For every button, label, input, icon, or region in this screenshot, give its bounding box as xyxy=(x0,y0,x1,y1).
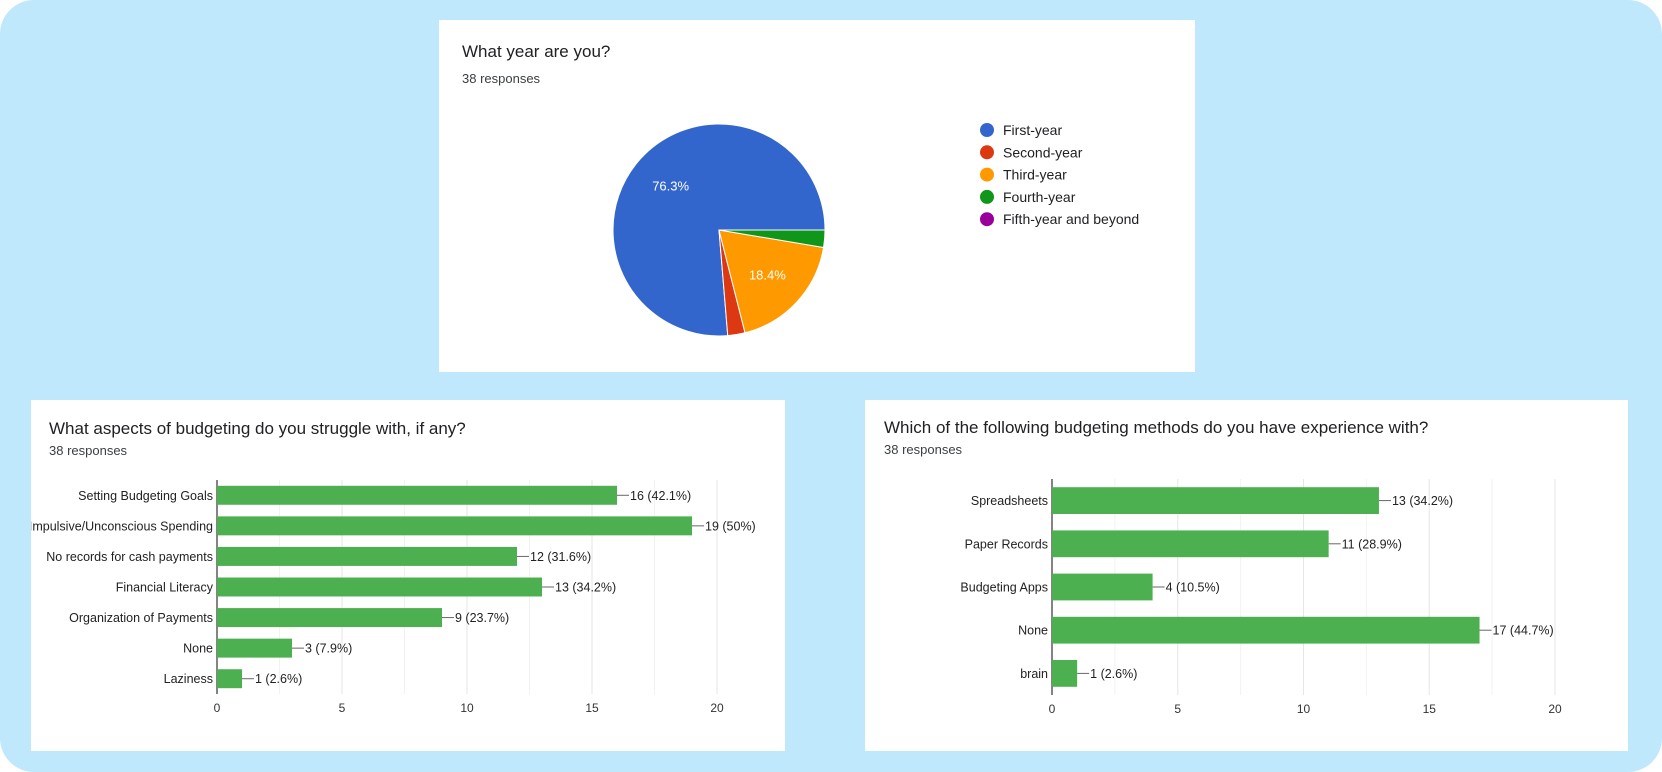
struggle-bar-chart: 0 5 10 15 20 Setting Budgeting Goals 16 (42.1%… xyxy=(31,480,756,715)
x-tick-label: 15 xyxy=(585,701,599,715)
x-tick-label: 5 xyxy=(339,701,346,715)
bar xyxy=(1052,660,1078,687)
legend-label: Fourth-year xyxy=(1003,189,1076,205)
data-label: 1 (2.6%) xyxy=(1090,667,1137,681)
category-label: No records for cash payments xyxy=(46,550,213,564)
pie-chart-card: What year are you? 38 responses 76.3% 18.… xyxy=(439,20,1195,372)
category-label: brain xyxy=(1020,667,1048,681)
category-label: Laziness xyxy=(164,672,213,686)
pie-slice-label: 76.3% xyxy=(652,178,689,193)
data-label: 9 (23.7%) xyxy=(455,611,509,625)
category-label: None xyxy=(1018,624,1048,638)
bar xyxy=(217,577,542,597)
category-label: None xyxy=(183,642,213,656)
bar xyxy=(217,516,692,536)
bar xyxy=(1052,616,1480,644)
struggle-chart-title: What aspects of budgeting do you struggl… xyxy=(49,419,466,438)
data-label: 19 (50%) xyxy=(705,519,756,533)
struggle-chart-responses: 38 responses xyxy=(49,443,128,458)
x-tick-label: 5 xyxy=(1174,702,1181,716)
bar xyxy=(1052,530,1329,558)
category-label: Organization of Payments xyxy=(69,611,213,625)
struggle-chart-card: What aspects of budgeting do you struggl… xyxy=(31,400,785,751)
legend-marker xyxy=(980,145,994,160)
legend-marker xyxy=(980,189,994,204)
category-label: Spreadsheets xyxy=(971,494,1048,508)
data-label: 4 (10.5%) xyxy=(1166,581,1220,595)
methods-chart-responses: 38 responses xyxy=(884,442,963,457)
data-label: 11 (28.9%) xyxy=(1342,537,1402,551)
data-label: 16 (42.1%) xyxy=(630,489,691,503)
bar xyxy=(1052,487,1379,514)
methods-chart-title: Which of the following budgeting methods… xyxy=(884,418,1429,437)
data-label: 13 (34.2%) xyxy=(555,581,616,595)
bar xyxy=(217,608,442,628)
pie-slice-label: 18.4% xyxy=(749,268,786,283)
pie-slice-fourth-year xyxy=(718,229,826,249)
x-tick-label: 0 xyxy=(214,701,221,715)
legend-label: Third-year xyxy=(1003,167,1067,183)
x-tick-label: 20 xyxy=(1548,702,1562,716)
x-tick-label: 20 xyxy=(710,701,724,715)
legend-label: First-year xyxy=(1003,122,1062,138)
category-label: Budgeting Apps xyxy=(960,581,1048,595)
category-label: Setting Budgeting Goals xyxy=(78,489,213,503)
bar xyxy=(1052,573,1153,601)
x-tick-label: 15 xyxy=(1423,702,1437,716)
bar xyxy=(217,669,242,689)
category-label: Paper Records xyxy=(965,537,1048,551)
pie-chart-responses: 38 responses xyxy=(462,71,541,86)
pie-chart-title: What year are you? xyxy=(462,42,611,61)
bar xyxy=(217,546,517,566)
data-label: 3 (7.9%) xyxy=(305,642,352,656)
methods-bar-chart: 0 5 10 15 20 Spreadsheets 13 (34.2%) Paper Reco… xyxy=(960,479,1562,716)
legend-marker xyxy=(980,123,994,137)
category-label: Impulsive/Unconscious Spending xyxy=(31,519,213,533)
methods-chart-card: Which of the following budgeting methods… xyxy=(865,400,1628,751)
x-tick-label: 0 xyxy=(1049,702,1056,716)
data-label: 13 (34.2%) xyxy=(1392,494,1453,508)
category-label: Financial Literacy xyxy=(116,581,214,595)
legend-label: Second-year xyxy=(1003,144,1083,160)
data-label: 1 (2.6%) xyxy=(255,672,302,686)
pie-slice-first-year xyxy=(612,123,826,337)
data-label: 17 (44.7%) xyxy=(1493,624,1554,638)
x-tick-label: 10 xyxy=(1297,702,1311,716)
legend-label: Fifth-year and beyond xyxy=(1003,211,1139,227)
bar xyxy=(217,485,617,505)
legend-marker xyxy=(980,167,994,182)
bar xyxy=(217,638,292,658)
pie-slice-third-year xyxy=(718,229,825,334)
x-tick-label: 10 xyxy=(460,701,474,715)
data-label: 12 (31.6%) xyxy=(530,550,591,564)
pie-chart: 76.3% 18.4% First-year Second-year Third-yea… xyxy=(612,122,1139,337)
legend-marker xyxy=(980,212,994,227)
